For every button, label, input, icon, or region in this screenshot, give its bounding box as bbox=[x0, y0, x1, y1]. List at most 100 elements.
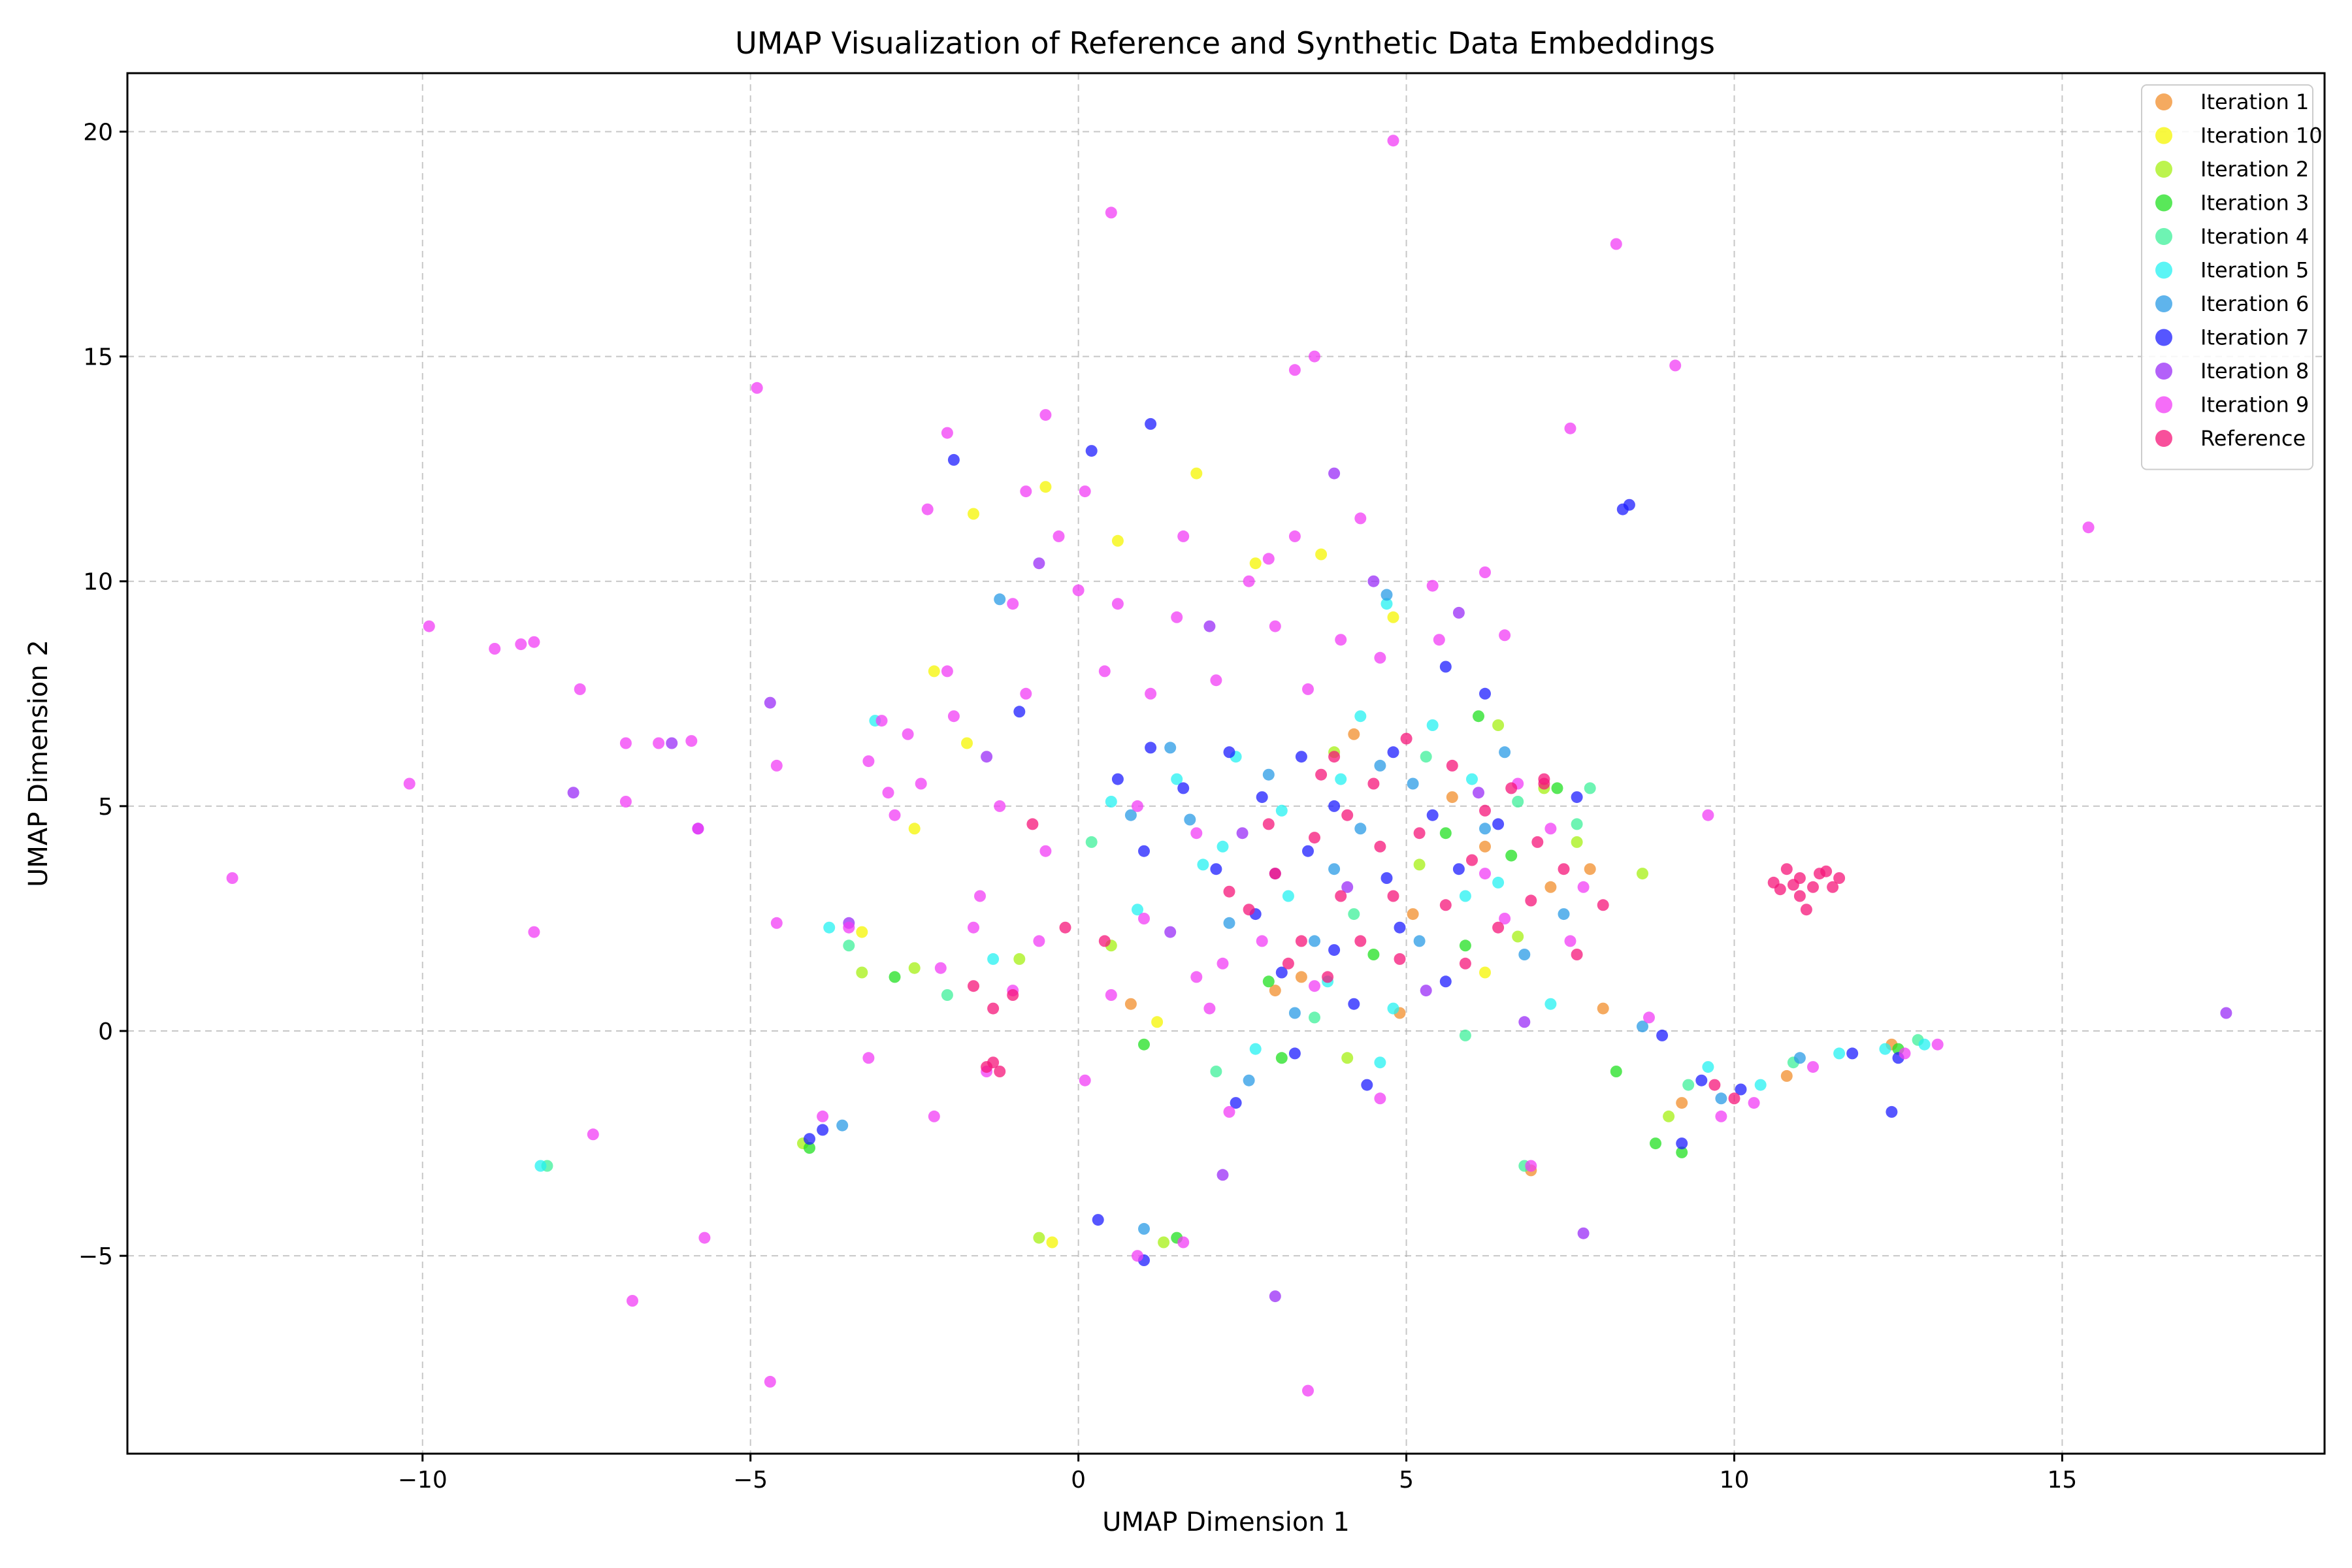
data-point bbox=[1138, 913, 1150, 924]
data-point bbox=[1124, 809, 1137, 821]
data-point bbox=[1452, 606, 1465, 619]
data-point bbox=[1637, 868, 1648, 880]
data-point bbox=[1715, 1092, 1727, 1105]
data-point bbox=[1426, 580, 1439, 592]
data-point bbox=[1288, 1047, 1301, 1060]
data-point bbox=[856, 926, 868, 938]
data-point bbox=[1433, 634, 1445, 646]
data-point bbox=[1309, 350, 1320, 363]
data-point bbox=[1033, 557, 1045, 570]
data-point bbox=[1013, 706, 1026, 718]
data-point bbox=[1564, 935, 1576, 947]
data-point bbox=[1577, 1227, 1590, 1239]
data-point bbox=[685, 735, 698, 747]
axis-ticks: −10 −5 0 5 10 15 −5 0 5 10 15 20 bbox=[78, 119, 2077, 1494]
legend-label: Iteration 1 bbox=[2200, 90, 2309, 114]
data-point bbox=[981, 751, 993, 763]
data-point bbox=[934, 962, 947, 974]
legend-label: Iteration 10 bbox=[2200, 123, 2323, 148]
legend-marker bbox=[2155, 161, 2172, 178]
data-point bbox=[1676, 1097, 1688, 1109]
data-point bbox=[1715, 1110, 1727, 1122]
data-point bbox=[1328, 944, 1341, 956]
data-point bbox=[1079, 1074, 1091, 1086]
data-point bbox=[1387, 611, 1399, 623]
data-point bbox=[619, 737, 632, 749]
data-point bbox=[1735, 1083, 1747, 1096]
legend-marker bbox=[2155, 363, 2172, 380]
data-point bbox=[1426, 719, 1439, 731]
data-point bbox=[1807, 881, 1819, 893]
data-point bbox=[968, 921, 979, 934]
data-point bbox=[875, 715, 888, 727]
data-point bbox=[1446, 759, 1458, 772]
data-point bbox=[1446, 791, 1458, 804]
legend-box bbox=[2141, 84, 2313, 470]
data-point bbox=[1499, 629, 1511, 642]
grid-lines bbox=[127, 73, 2325, 1454]
data-point bbox=[1184, 813, 1196, 826]
data-point bbox=[1203, 1002, 1216, 1015]
data-point bbox=[1387, 1002, 1399, 1015]
data-point bbox=[1262, 768, 1275, 781]
data-point bbox=[1243, 1074, 1255, 1086]
data-point bbox=[1354, 935, 1367, 947]
data-point bbox=[2220, 1007, 2232, 1019]
data-point bbox=[1459, 1029, 1471, 1041]
data-point bbox=[528, 636, 540, 648]
data-point bbox=[1328, 467, 1341, 480]
data-point bbox=[1407, 908, 1419, 921]
data-point bbox=[534, 1160, 547, 1172]
chart-title: UMAP Visualization of Reference and Synt… bbox=[735, 25, 1715, 61]
data-point bbox=[1459, 890, 1471, 902]
x-tick-label: 0 bbox=[1071, 1467, 1086, 1494]
data-point bbox=[1413, 827, 1426, 840]
legend-marker bbox=[2155, 127, 2172, 144]
data-point bbox=[1650, 1137, 1661, 1150]
data-point bbox=[1833, 1047, 1846, 1060]
data-point bbox=[1177, 1236, 1190, 1249]
data-point bbox=[1335, 773, 1347, 785]
data-point bbox=[1315, 548, 1328, 561]
data-point bbox=[528, 926, 540, 938]
data-point bbox=[1708, 1079, 1721, 1091]
data-point bbox=[1380, 589, 1393, 601]
data-point bbox=[1039, 409, 1052, 421]
data-point bbox=[1151, 1016, 1164, 1028]
data-point bbox=[1571, 836, 1583, 848]
data-point bbox=[1217, 957, 1229, 970]
data-point bbox=[804, 1142, 815, 1154]
data-point bbox=[1223, 746, 1235, 759]
data-point bbox=[1512, 930, 1524, 943]
x-tick-label: 5 bbox=[1399, 1467, 1414, 1494]
data-point bbox=[987, 1002, 1000, 1015]
data-point bbox=[908, 823, 921, 835]
data-point bbox=[921, 503, 934, 515]
data-point bbox=[915, 777, 927, 790]
data-point bbox=[1079, 485, 1091, 498]
data-point bbox=[1295, 751, 1307, 763]
legend-label: Iteration 2 bbox=[2200, 157, 2309, 182]
data-point bbox=[1466, 773, 1478, 785]
data-point bbox=[1328, 751, 1341, 763]
legend: Iteration 1 Iteration 10 Iteration 2 Iterat… bbox=[2141, 84, 2323, 470]
data-point bbox=[974, 890, 986, 902]
data-point bbox=[1053, 530, 1065, 542]
data-point bbox=[1111, 534, 1124, 547]
data-point bbox=[1190, 467, 1203, 480]
data-point bbox=[1473, 787, 1484, 799]
data-point bbox=[1354, 823, 1367, 835]
data-point bbox=[1217, 1169, 1229, 1181]
data-point bbox=[1138, 1038, 1150, 1051]
data-point bbox=[1814, 868, 1825, 880]
data-point bbox=[1275, 804, 1288, 817]
data-point bbox=[941, 665, 953, 678]
data-point bbox=[1564, 422, 1576, 434]
data-point bbox=[666, 737, 678, 749]
data-point bbox=[1223, 1105, 1235, 1118]
data-point bbox=[1571, 791, 1583, 804]
data-point bbox=[817, 1124, 829, 1136]
data-point bbox=[1026, 818, 1039, 830]
data-point bbox=[1354, 512, 1367, 525]
